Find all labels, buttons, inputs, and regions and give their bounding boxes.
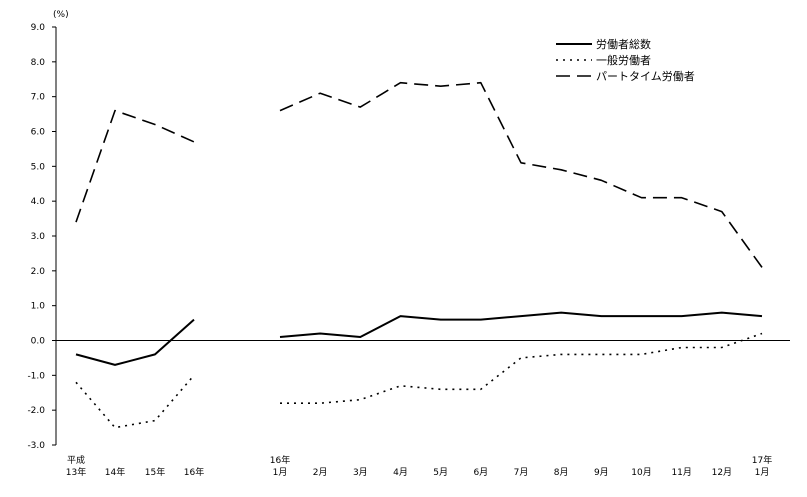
y-tick-label: 5.0 [31,162,46,172]
series-lines [75,81,763,429]
y-axis-ticks: 9.0 8.0 7.0 6.0 5.0 4.0 3.0 2.0 1.0 0.0 -1.0 -2.0 -3… [27,23,56,451]
series-line-2-group-0 [75,109,195,223]
x-tick-label-top: 17年 [752,454,772,466]
y-tick-label: 8.0 [31,58,46,68]
legend-label-1: 一般労働者 [596,53,651,67]
x-tick-label: 2月 [313,467,328,478]
x-tick-label: 16年 [184,466,204,478]
x-tick-label: 11月 [671,467,691,478]
y-tick-label: 2.0 [31,267,46,277]
y-tick-label: 6.0 [31,128,46,138]
x-tick-label: 3月 [353,467,368,478]
y-tick-label: 1.0 [31,302,46,312]
series-line-0-group-0 [75,318,195,366]
y-tick-label: -2.0 [27,406,45,416]
x-tick-label: 1月 [755,467,770,478]
x-tick-label: 7月 [514,467,529,478]
x-tick-label: 1月 [273,467,288,478]
x-tick-label: 5月 [433,467,448,478]
x-tick-label: 6月 [473,467,488,478]
x-tick-label: 13年 [66,466,86,478]
y-tick-label: 9.0 [31,23,46,33]
axes [55,27,790,445]
x-tick-label: 4月 [393,467,408,478]
x-tick-label: 10月 [631,467,651,478]
x-tick-label: 9月 [594,467,609,478]
x-tick-label-top: 16年 [270,454,290,466]
series-line-1-group-0 [75,374,195,429]
y-tick-label: 4.0 [31,197,46,207]
y-tick-label: 3.0 [31,232,46,242]
y-tick-label: -1.0 [27,371,45,381]
x-tick-label: 14年 [105,466,125,478]
x-tick-label-top: 平成 [67,454,85,466]
x-tick-label: 15年 [145,466,165,478]
series-line-0-group-1 [279,311,763,338]
legend-label-2: パートタイム労働者 [596,69,695,83]
x-tick-label: 8月 [554,467,569,478]
legend-label-0: 労働者総数 [596,37,651,51]
x-tick-label: 12月 [712,467,732,478]
y-tick-label: -3.0 [27,441,45,451]
y-axis-unit-label: (%) [53,10,69,20]
series-line-2-group-1 [279,81,763,268]
series-line-1-group-1 [280,332,763,405]
y-tick-label: 0.0 [31,337,46,347]
y-tick-label: 7.0 [31,93,46,103]
